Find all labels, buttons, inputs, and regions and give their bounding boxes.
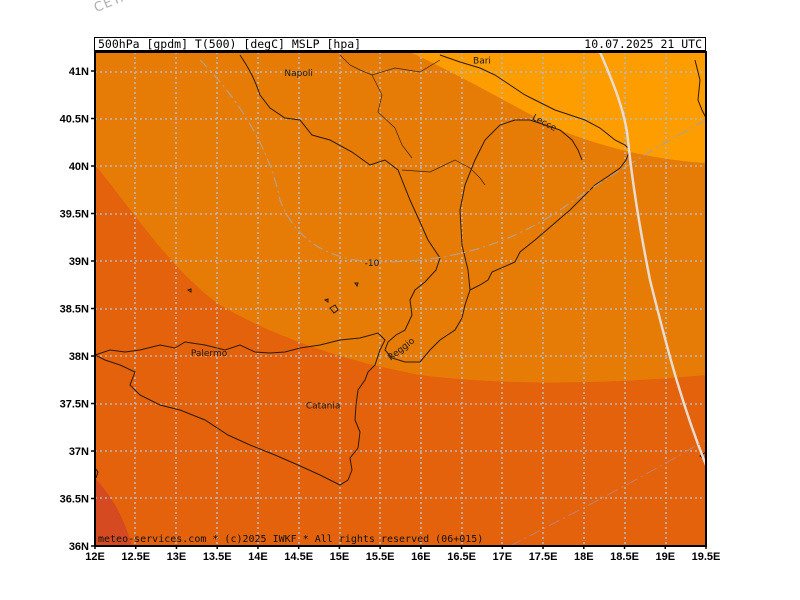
lat-tick-label: 38N <box>69 351 89 363</box>
lat-tick-label: 39N <box>69 256 89 268</box>
temperature-band-hot <box>95 165 706 546</box>
coastline-tyrrhenian-italy <box>239 54 631 363</box>
contour-value-label: -10 <box>365 259 380 269</box>
place-label-catania: Catania <box>306 401 341 411</box>
map-header: 500hPa_[gpdm]_T(500)_[degC]_MSLP_[hpa] 1… <box>94 37 706 51</box>
longitude-axis: 12E 12.5E 13E 13.5E 14E 14.5E 15E 15.5E 16E 16.5E… <box>85 551 720 563</box>
temperature-band-hottest <box>95 478 132 546</box>
lon-tick-label: 18E <box>574 551 594 563</box>
lon-tick-label: 19.5E <box>692 551 721 563</box>
contour-value-labels: -10 <box>365 259 380 269</box>
coastline-gulf-taranto <box>459 119 583 291</box>
lat-tick-label: 38.5N <box>60 304 89 316</box>
lon-tick-label: 19E <box>655 551 675 563</box>
lon-tick-label: 14E <box>248 551 268 563</box>
lon-tick-label: 17.5E <box>529 551 558 563</box>
lon-tick-label: 15E <box>330 551 350 563</box>
coastline-albania <box>694 59 706 119</box>
lon-tick-label: 12E <box>85 551 105 563</box>
geopotential-contour <box>199 59 706 263</box>
lat-tick-label: 36.5N <box>60 494 89 506</box>
copyright-footer: meteo-services.com * (c)2025 IWKF * All … <box>98 534 484 545</box>
lon-tick-label: 13E <box>167 551 187 563</box>
borders <box>339 54 486 186</box>
lon-tick-label: 17E <box>493 551 513 563</box>
header-datetime: 10.07.2025 21 UTC <box>584 37 702 51</box>
lon-tick-label: 16.5E <box>447 551 476 563</box>
coastline-sicily <box>95 332 386 486</box>
lon-tick-label: 12.5E <box>121 551 150 563</box>
lat-tick-label: 40N <box>69 161 89 173</box>
lon-tick-label: 15.5E <box>366 551 395 563</box>
lon-tick-label: 18.5E <box>610 551 639 563</box>
lon-tick-label: 13.5E <box>203 551 232 563</box>
island-aeolian-1 <box>329 304 339 314</box>
lat-tick-label: 37.5N <box>60 399 89 411</box>
lat-tick-label: 36N <box>69 541 89 553</box>
latitude-axis: 41N 40.5N 40N 39.5N 39N 38.5N 38N 37.5N 37N 36.5N… <box>60 66 89 553</box>
temperature-contour <box>509 439 706 546</box>
map-frame <box>94 51 707 547</box>
island-aeolian-2 <box>323 298 329 303</box>
island-aeolian-3 <box>354 282 359 288</box>
lon-tick-label: 16E <box>411 551 431 563</box>
header-parameters: 500hPa_[gpdm]_T(500)_[degC]_MSLP_[hpa] <box>98 37 362 51</box>
temperature-field <box>95 52 706 546</box>
island-ustica <box>186 288 192 293</box>
lon-tick-label: 14.5E <box>284 551 313 563</box>
lat-tick-label: 41N <box>69 66 89 78</box>
lat-tick-label: 37N <box>69 446 89 458</box>
lat-lon-grid <box>95 52 706 546</box>
place-label-napoli: Napoli <box>284 69 312 79</box>
lat-tick-label: 40.5N <box>60 114 89 126</box>
isobar-line <box>598 52 706 466</box>
place-label-palermo: Palermo <box>191 349 228 359</box>
place-label-bari: Bari <box>473 56 491 66</box>
axis-tick-marks <box>91 70 707 549</box>
lat-tick-label: 39.5N <box>60 209 89 221</box>
temperature-band-warm <box>410 52 706 163</box>
